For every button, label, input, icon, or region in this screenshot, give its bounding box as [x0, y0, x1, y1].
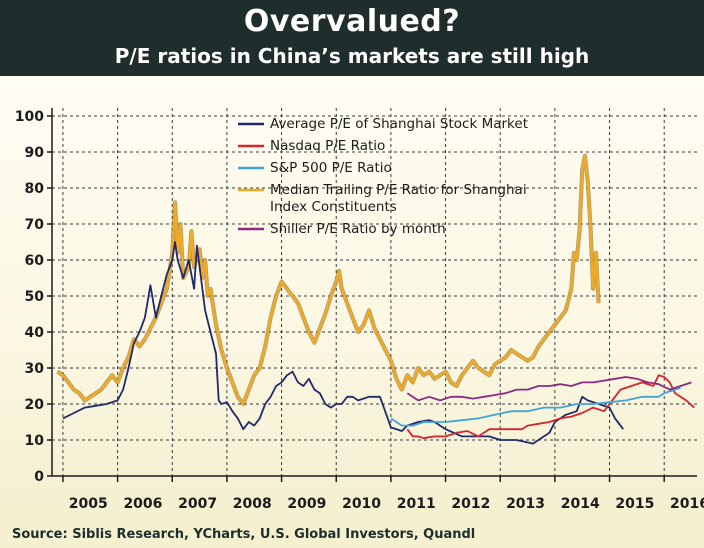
series-line-4	[406, 376, 692, 402]
tick-label-y-20: 20	[25, 397, 45, 413]
legend-entry-1: Nasdaq P/E Ratio	[270, 138, 385, 154]
tick-label-y-0: 0	[34, 469, 44, 485]
tick-label-y-60: 60	[25, 253, 45, 269]
tick-label-y-90: 90	[25, 145, 45, 161]
tick-label-x-2010: 2010	[342, 496, 381, 512]
chart-title: Overvalued?	[243, 4, 461, 39]
tick-label-x-2009: 2009	[287, 496, 326, 512]
tick-label-y-30: 30	[25, 361, 45, 377]
tick-label-y-40: 40	[25, 325, 45, 341]
plot-area: 0 10 20 30 40 50 60 70 80 90 100 2005 2006 2007 2008 20…	[0, 76, 704, 522]
tick-label-y-100: 100	[15, 109, 44, 125]
legend-entry-3: Median Trailing P/E Ratio for Shanghai In…	[270, 182, 527, 215]
tick-label-x-2007: 2007	[178, 496, 217, 512]
tick-label-x-2011: 2011	[397, 496, 436, 512]
tick-label-x-2016: 2016	[670, 496, 704, 512]
tick-label-x-2005: 2005	[69, 496, 108, 512]
tick-label-x-2012: 2012	[451, 496, 490, 512]
pe-ratio-chart: 0 10 20 30 40 50 60 70 80 90 100 2005 2006 2007 2008 20…	[15, 108, 704, 512]
tick-label-x-2008: 2008	[233, 496, 272, 512]
series-line-2	[390, 386, 681, 427]
tick-label-x-2006: 2006	[123, 496, 162, 512]
tick-label-x-2013: 2013	[506, 496, 545, 512]
legend-entry-2: S&P 500 P/E Ratio	[270, 160, 392, 176]
tick-label-y-80: 80	[25, 181, 45, 197]
legend-entry-0: Average P/E of Shanghai Stock Market	[270, 116, 528, 132]
tick-label-x-2014: 2014	[561, 496, 600, 512]
chart-subtitle: P/E ratios in China’s markets are still …	[114, 44, 590, 68]
series-line-1	[406, 374, 695, 440]
tick-label-x-2015: 2015	[615, 496, 654, 512]
source-note: Source: Siblis Research, YCharts, U.S. G…	[12, 527, 476, 542]
series-line-0	[62, 241, 624, 445]
tick-label-y-70: 70	[25, 217, 45, 233]
chart-header: Overvalued? P/E ratios in China’s market…	[0, 0, 704, 76]
tick-label-y-10: 10	[25, 433, 45, 449]
legend-entry-4: Shiller P/E Ratio by month	[270, 221, 446, 237]
tick-label-y-50: 50	[25, 289, 45, 305]
